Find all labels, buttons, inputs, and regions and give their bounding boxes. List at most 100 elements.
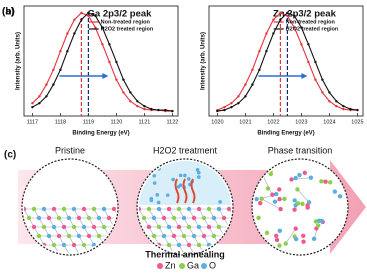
data-point — [45, 95, 48, 98]
atom — [176, 224, 182, 230]
data-point — [66, 49, 69, 53]
atom — [176, 242, 182, 248]
atom — [257, 200, 263, 206]
data-point — [94, 14, 97, 18]
atom — [277, 196, 282, 202]
atom — [206, 206, 212, 212]
atom — [218, 200, 222, 204]
data-point — [73, 32, 76, 35]
legend-label: H2O2 treated region — [101, 26, 154, 32]
atom — [221, 215, 227, 221]
atom — [191, 233, 197, 239]
atom — [41, 206, 47, 212]
atom — [186, 177, 191, 181]
data-point — [230, 105, 233, 109]
data-point — [122, 78, 125, 81]
x-axis-label: Binding Energy (eV) — [72, 131, 129, 137]
atom — [181, 215, 187, 221]
data-point — [335, 100, 338, 103]
atom — [166, 206, 172, 212]
atom — [161, 233, 167, 239]
atom — [31, 206, 37, 212]
atom — [196, 224, 202, 230]
atom — [86, 215, 92, 221]
atom — [295, 187, 300, 192]
bond — [285, 228, 296, 244]
bond — [228, 244, 231, 253]
data-point — [335, 104, 338, 108]
data-point — [101, 43, 104, 46]
atom — [305, 205, 310, 210]
data-point — [80, 11, 83, 15]
stage-atoms — [139, 161, 231, 253]
panel-label: (a) — [2, 7, 14, 18]
data-point — [265, 32, 268, 35]
bond — [24, 244, 30, 253]
data-point — [87, 11, 90, 15]
data-point — [38, 95, 41, 98]
atom — [183, 173, 187, 178]
atom — [216, 206, 222, 212]
data-point — [122, 91, 125, 94]
data-point — [31, 102, 34, 105]
atom — [274, 237, 280, 243]
atom — [26, 215, 32, 221]
atom — [24, 206, 27, 212]
atom — [277, 228, 282, 233]
data-point — [59, 49, 62, 53]
reaction — [174, 178, 180, 204]
atom — [277, 187, 282, 192]
reaction — [182, 178, 188, 204]
stage-label: Phase transition — [268, 145, 333, 155]
atom — [156, 224, 162, 230]
atom — [61, 206, 67, 212]
panel-label: (c) — [4, 150, 16, 161]
atom — [111, 206, 116, 212]
atom — [41, 224, 47, 230]
atom — [319, 179, 324, 184]
atom — [297, 172, 302, 178]
x-tick-label: 1022 — [267, 119, 279, 125]
atom — [46, 233, 52, 239]
data-point — [230, 102, 233, 105]
atom — [300, 201, 305, 207]
data-point — [59, 68, 62, 72]
atom — [201, 233, 207, 239]
legend-label: H2O2 treated region — [286, 26, 339, 32]
atom — [165, 193, 170, 197]
atom — [181, 233, 187, 239]
data-point — [349, 107, 352, 111]
atom — [141, 215, 147, 221]
legend-label: O — [209, 260, 216, 270]
data-point — [52, 68, 55, 72]
atom — [152, 181, 157, 185]
data-point — [80, 18, 83, 21]
data-point — [94, 26, 97, 29]
stage-label: Pristine — [55, 145, 85, 155]
bond — [103, 244, 110, 253]
atom — [171, 215, 177, 221]
atom — [176, 185, 181, 189]
atom — [51, 224, 57, 230]
x-tick-label: 1118 — [55, 119, 66, 125]
atom — [31, 224, 37, 230]
x-tick-label: 1120 — [110, 119, 122, 125]
atom — [36, 233, 42, 239]
atom — [61, 242, 67, 248]
data-point — [328, 100, 331, 103]
atom — [311, 236, 317, 242]
legend-label: Non-treated region — [286, 19, 336, 25]
data-point — [328, 91, 331, 94]
atom — [332, 189, 338, 194]
atom — [81, 224, 87, 230]
x-axis-label: Binding Energy (eV) — [257, 131, 314, 137]
data-point — [143, 104, 146, 108]
data-point — [258, 49, 261, 53]
data-point — [101, 26, 104, 29]
atom — [149, 198, 154, 203]
x-tick-label: 1024 — [323, 119, 335, 125]
atom — [86, 233, 92, 239]
legend-label: Zn — [165, 260, 176, 270]
atom — [211, 233, 217, 239]
